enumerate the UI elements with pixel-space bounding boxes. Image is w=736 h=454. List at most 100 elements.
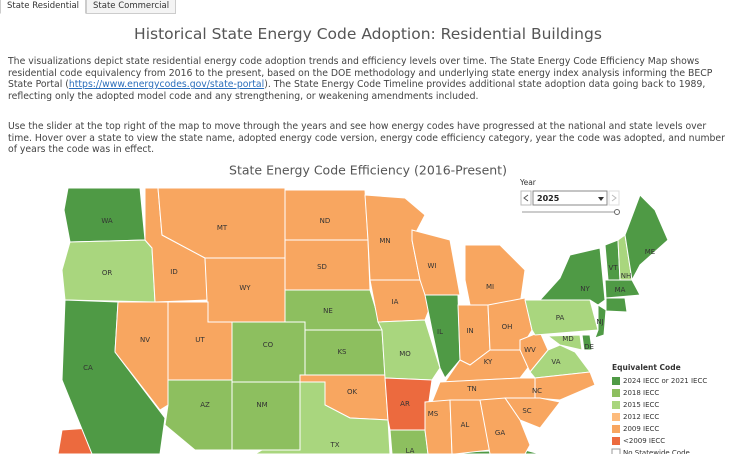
state-shape[interactable] [534, 371, 596, 401]
legend-label: 2009 IECC [623, 425, 659, 433]
state-label: MO [399, 350, 411, 358]
year-label: Year [519, 178, 537, 187]
state-shape[interactable] [424, 399, 453, 454]
state-shape[interactable] [594, 304, 607, 339]
state-label: NE [323, 307, 333, 315]
year-slider-knob[interactable] [614, 209, 620, 215]
state-label: WA [101, 217, 113, 225]
state-label: GA [495, 429, 505, 437]
state-label: WV [524, 346, 536, 354]
state-label: LA [406, 447, 415, 454]
state-label: AZ [200, 401, 210, 409]
state-label: OK [347, 388, 358, 396]
legend-swatch [612, 413, 620, 421]
state-label: VA [551, 358, 560, 366]
state-label: TX [329, 441, 339, 449]
state-label: ID [170, 268, 177, 276]
instructions-paragraph: Use the slider at the top right of the m… [8, 121, 725, 156]
state-shape[interactable] [231, 321, 306, 383]
state-label: OH [502, 323, 513, 331]
next-icon [611, 194, 617, 202]
legend-title: Equivalent Code [612, 363, 681, 372]
legend-label: 2024 IECC or 2021 IECC [623, 377, 707, 385]
state-shape[interactable] [604, 279, 641, 299]
state-label: VT [608, 264, 618, 272]
text: ). The State Energy Code Timeline provid… [8, 79, 706, 102]
legend-swatch [612, 389, 620, 397]
state-shape[interactable] [424, 294, 461, 379]
state-shape[interactable] [284, 239, 371, 291]
year-dropdown[interactable] [532, 190, 608, 206]
state-shape[interactable] [464, 244, 526, 306]
state-shape[interactable] [479, 397, 531, 454]
state-label: IA [392, 298, 399, 306]
state-shape[interactable] [63, 187, 146, 243]
legend-label: 2012 IECC [623, 413, 659, 421]
state-label: MD [562, 335, 573, 343]
state-label: UT [195, 336, 205, 344]
state-label: TN [466, 385, 477, 393]
state-label: MN [379, 237, 390, 245]
state-shape[interactable] [604, 239, 621, 281]
tab-bar: State Residential State Commercial [0, 0, 177, 14]
prev-button[interactable] [520, 190, 532, 206]
state-label: NH [621, 272, 632, 280]
page-title: Historical State Energy Code Adoption: R… [134, 25, 602, 43]
state-shape[interactable] [231, 381, 301, 451]
year-value: 2025 [537, 194, 560, 203]
legend-swatch [612, 377, 620, 385]
state-label: WY [239, 284, 251, 292]
map-title: State Energy Code Efficiency (2016-Prese… [229, 163, 507, 178]
state-label: CA [83, 364, 93, 372]
portal-link[interactable]: https://www.energycodes.gov/state-portal [68, 79, 265, 91]
dropdown-arrow [598, 197, 604, 201]
legend: Equivalent Code 2024 IECC or 2021 IECC 20… [611, 363, 707, 454]
state-label: MI [486, 283, 494, 291]
state-label: NM [256, 401, 267, 409]
state-shape[interactable] [389, 429, 429, 454]
state-label: OR [102, 269, 113, 277]
legend-swatch [612, 437, 620, 445]
state-label: ME [645, 248, 655, 256]
legend-label: 2018 IECC [623, 389, 659, 397]
state-label: SD [317, 263, 327, 271]
legend-swatch [612, 401, 620, 409]
state-shape[interactable] [449, 399, 491, 454]
legend-label: <2009 IECC [623, 437, 665, 445]
text: The visualizations depict state resident… [8, 56, 713, 91]
state-shape[interactable] [253, 381, 391, 454]
state-label: IN [466, 327, 473, 335]
state-label: AR [400, 400, 410, 408]
legend-label: No Statewide Code [623, 449, 690, 454]
state-label: AL [461, 421, 470, 429]
legend-swatch [611, 448, 621, 454]
state-label: WI [428, 262, 437, 270]
state-shape[interactable] [624, 194, 669, 282]
state-label: DE [584, 343, 594, 351]
next-button[interactable] [608, 190, 620, 206]
tab[interactable]: State Residential [0, 0, 87, 14]
intro-paragraph: The visualizations depict state resident… [8, 56, 732, 102]
state-label: NY [580, 285, 590, 293]
prev-icon [523, 194, 529, 202]
state-shape[interactable] [164, 379, 233, 451]
state-label: NV [140, 336, 150, 344]
state-label: CO [263, 341, 274, 349]
state-shape[interactable] [605, 297, 628, 313]
year-control: Year 2025 [519, 178, 620, 215]
state-label: KY [484, 358, 493, 366]
tab[interactable]: State Commercial [86, 0, 177, 14]
state-label: KS [337, 348, 347, 356]
state-shape[interactable] [581, 334, 593, 351]
state-shape[interactable] [538, 247, 606, 306]
states: WA OR CA NV ID MT WY UT CO AZ NM ND SD NE KS OK TX MN IA MO… [61, 187, 669, 454]
state-shape[interactable] [284, 189, 369, 241]
legend-swatch [612, 425, 620, 433]
state-label: PA [556, 314, 565, 322]
state-shape[interactable] [546, 334, 583, 351]
legend-label: 2015 IECC [623, 401, 659, 409]
state-label: SC [522, 407, 531, 415]
state-label: ND [320, 217, 331, 225]
